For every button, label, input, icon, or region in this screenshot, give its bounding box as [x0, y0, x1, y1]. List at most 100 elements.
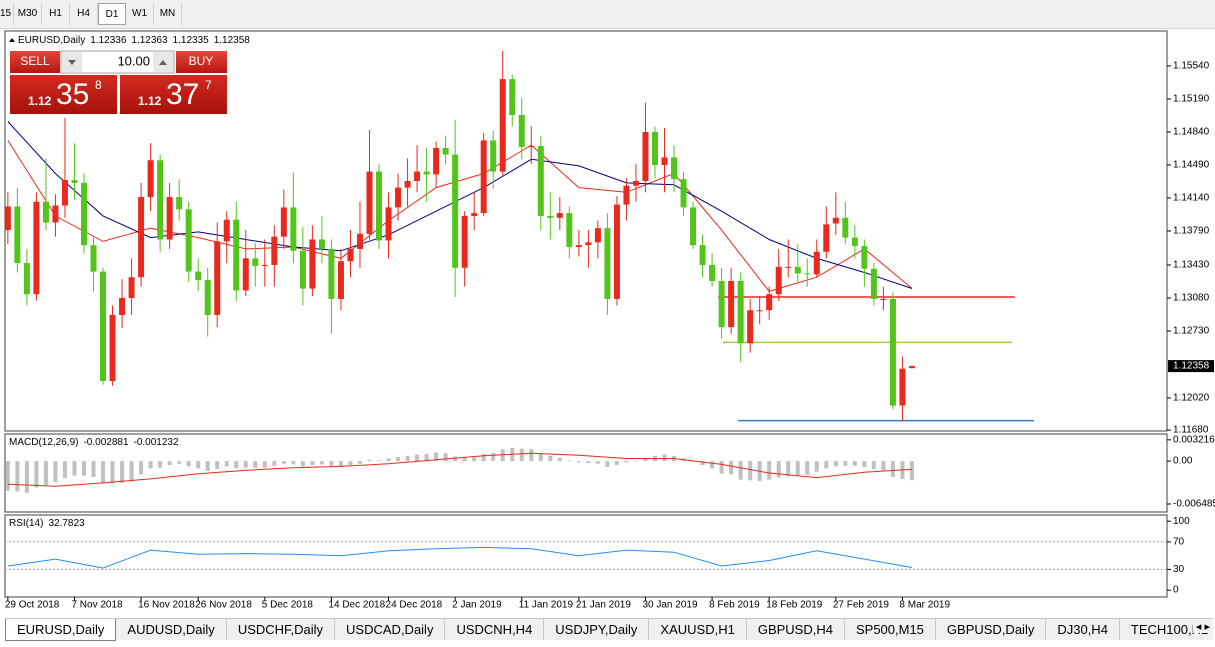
- y-tick-label: 1.12020: [1173, 393, 1210, 404]
- candle-body: [499, 79, 506, 172]
- macd-bar: [129, 461, 134, 481]
- macd-bar: [909, 461, 914, 481]
- macd-bar: [481, 453, 486, 462]
- down-arrow: [68, 60, 76, 65]
- macd-bar: [120, 461, 125, 483]
- macd-bar: [348, 461, 353, 466]
- header-part: MACD(12,26,9): [9, 437, 78, 448]
- candle-body: [490, 140, 497, 172]
- macd-bar: [557, 457, 562, 462]
- bid-box[interactable]: [10, 75, 117, 114]
- candle-body: [299, 250, 306, 289]
- macd-bar: [167, 461, 172, 466]
- buy-label: BUY: [189, 54, 214, 68]
- candle-body: [442, 147, 449, 155]
- candle-body: [347, 248, 354, 262]
- candle-body: [908, 366, 915, 369]
- candle-body: [690, 207, 697, 246]
- candle-body: [785, 266, 792, 268]
- timeframe-button[interactable]: MN: [154, 3, 182, 25]
- candle-body: [651, 131, 658, 165]
- lot-input[interactable]: [60, 50, 175, 74]
- chart-tab[interactable]: GBPUSD,Daily: [935, 619, 1047, 640]
- candle-body: [318, 239, 325, 249]
- candle-body: [290, 207, 297, 251]
- up-arrow: [159, 60, 167, 65]
- candle-body: [223, 219, 230, 242]
- candle-body: [804, 273, 811, 275]
- ask-box[interactable]: [120, 75, 227, 114]
- chart-tabs: EURUSD,Daily AUDUSD,Daily USDCHF,Daily USDC…: [5, 618, 1213, 641]
- y-tick-label: 1.13430: [1173, 260, 1210, 271]
- timeframe-button[interactable]: H4: [70, 3, 98, 25]
- timeframe-button[interactable]: H1: [42, 3, 70, 25]
- macd-bar: [881, 461, 886, 471]
- macd-bar: [262, 461, 267, 468]
- macd-bar: [738, 461, 743, 480]
- macd-bar: [253, 461, 258, 468]
- candle-body: [14, 206, 21, 264]
- y-tick-label: 1.14140: [1173, 193, 1210, 204]
- header-part: 1.12363: [131, 35, 168, 46]
- macd-bar: [91, 461, 96, 477]
- macd-bar: [548, 455, 553, 462]
- y-tick-label: 1.14490: [1173, 160, 1210, 171]
- candle-body: [204, 280, 211, 315]
- x-tick-label: 11 Jan 2019: [519, 600, 574, 611]
- timeframe-button[interactable]: W1: [126, 3, 154, 25]
- macd-bar: [357, 461, 362, 464]
- y-tick-label: 1.15540: [1173, 61, 1210, 72]
- chart-tab[interactable]: USDCNH,H4: [445, 619, 545, 640]
- macd-bar: [243, 461, 248, 468]
- sell-button[interactable]: [10, 51, 60, 73]
- chart-tab[interactable]: TECH100,H1: [1119, 619, 1213, 640]
- macd-bar: [405, 455, 410, 462]
- last-price-marker: [1168, 360, 1214, 373]
- candle-body: [233, 219, 240, 291]
- tab-scroll[interactable]: ◂ ▸: [1192, 620, 1213, 633]
- chart-tab[interactable]: GBPUSD,H4: [746, 619, 845, 640]
- chart-tab[interactable]: XAUUSD,H1: [649, 619, 747, 640]
- bid-point: 8: [95, 78, 102, 92]
- x-tick-label: 8 Feb 2019: [709, 600, 760, 611]
- timeframe-button[interactable]: M30: [14, 3, 42, 25]
- chart-tab[interactable]: SP500,M15: [844, 619, 936, 640]
- macd-bar: [462, 457, 467, 462]
- macd-bar: [81, 461, 86, 476]
- x-tick-label: 21 Jan 2019: [576, 600, 631, 611]
- macd-bar: [386, 458, 391, 462]
- candle-body: [585, 242, 592, 246]
- header-part: 1.12335: [173, 35, 210, 46]
- macd-bar: [224, 461, 229, 467]
- macd-bar: [795, 461, 800, 476]
- y-tick-label: 1.12730: [1173, 326, 1210, 337]
- macd-bar: [272, 461, 277, 466]
- candle-body: [337, 261, 344, 299]
- x-tick-label: 8 Mar 2019: [899, 600, 950, 611]
- macd-bar: [719, 461, 724, 474]
- candle-body: [376, 171, 383, 241]
- chart-tab[interactable]: USDJPY,Daily: [544, 619, 650, 640]
- buy-button[interactable]: [176, 51, 227, 73]
- chart-tab[interactable]: DJ30,H4: [1046, 619, 1120, 640]
- timeframe-toolbar: 15 M30 H1 H4 D1 W1 MN: [0, 0, 1215, 29]
- candle-body: [642, 131, 649, 181]
- macd-bar: [453, 456, 458, 462]
- timeframe-button[interactable]: 15: [0, 3, 14, 25]
- candle-body: [90, 245, 97, 272]
- chart-tab[interactable]: EURUSD,Daily: [5, 619, 117, 641]
- timeframe-button[interactable]: D1: [98, 3, 126, 25]
- macd-bar: [396, 457, 401, 462]
- candle-body: [671, 157, 678, 180]
- macd-bar: [586, 461, 591, 464]
- macd-bar: [101, 461, 106, 483]
- chart-tab[interactable]: USDCHF,Daily: [226, 619, 336, 640]
- macd-bar: [538, 453, 543, 462]
- chart-tab[interactable]: USDCAD,Daily: [335, 619, 446, 640]
- candle-body: [842, 217, 849, 238]
- candle-body: [699, 245, 706, 265]
- macd-bar: [814, 461, 819, 472]
- last-price-label: 1.12358: [1173, 361, 1210, 372]
- chart-tab[interactable]: AUDUSD,Daily: [116, 619, 227, 640]
